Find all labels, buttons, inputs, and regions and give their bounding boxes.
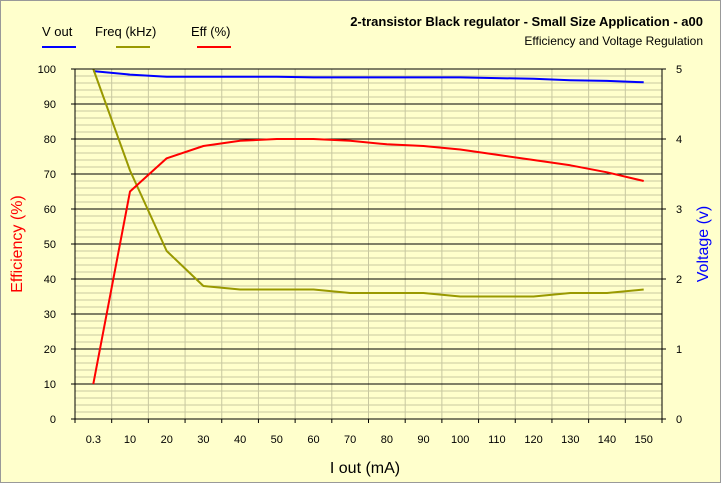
x-tick-label: 110 — [488, 434, 506, 446]
x-tick-label: 20 — [161, 434, 173, 446]
legend-label-freq: Freq (kHz) — [95, 24, 156, 39]
grid — [75, 69, 662, 419]
plot-border — [74, 68, 663, 420]
legend: V out Freq (kHz) Eff (%) — [42, 24, 231, 48]
y-left-tick-label: 20 — [44, 344, 56, 356]
x-tick-label: 150 — [634, 434, 652, 446]
legend-label-vout: V out — [42, 24, 73, 39]
x-tick-label: 80 — [381, 434, 393, 446]
series-line-v — [93, 70, 644, 84]
y-right-tick-label: 3 — [676, 204, 682, 216]
y-right-tick-label: 1 — [676, 344, 682, 356]
y-left-tick-label: 40 — [44, 274, 56, 286]
y-left-tick-label: 10 — [44, 379, 56, 391]
x-tick-label: 120 — [524, 434, 542, 446]
y-left-tick-label: 60 — [44, 204, 56, 216]
x-tick-label: 140 — [598, 434, 616, 446]
x-axis-title: I out (mA) — [330, 460, 400, 477]
x-tick-label: 100 — [451, 434, 469, 446]
y-left-tick-label: 100 — [38, 64, 56, 76]
y-left-tick-label: 50 — [44, 239, 56, 251]
y-left-tick-label: 30 — [44, 309, 56, 321]
x-tick-label: 70 — [344, 434, 356, 446]
x-tick-label: 130 — [561, 434, 579, 446]
y-right-tick-label: 2 — [676, 274, 682, 286]
y-right-tick-label: 0 — [676, 414, 682, 426]
x-tick-label: 30 — [197, 434, 209, 446]
y-left-tick-label: 90 — [44, 99, 56, 111]
y-right-tick-label: 5 — [676, 64, 682, 76]
y-axis-left-title: Efficiency (%) — [9, 195, 26, 293]
x-tick-label: 50 — [271, 434, 283, 446]
x-tick-label: 0.3 — [86, 434, 101, 446]
y-left-tick-label: 70 — [44, 169, 56, 181]
series-layer — [92, 68, 644, 385]
y-left-tick-label: 80 — [44, 134, 56, 146]
x-tick-label: 40 — [234, 434, 246, 446]
chart-title: 2-transistor Black regulator - Small Siz… — [350, 14, 703, 29]
series-line-eff — [92, 138, 644, 385]
x-tick-label: 90 — [417, 434, 429, 446]
x-tick-label: 60 — [307, 434, 319, 446]
y-axis-right-title: Voltage (v) — [695, 206, 712, 282]
axis-ticks: 0 10 20 30 40 50 60 70 80 90 100 0 1 2 3 4 5 0.3 10 20 30 40 5… — [38, 64, 682, 446]
y-right-tick-label: 4 — [676, 134, 682, 146]
series-line-freq — [92, 68, 644, 298]
x-tick-label: 10 — [124, 434, 136, 446]
legend-label-eff: Eff (%) — [191, 24, 231, 39]
chart-subtitle: Efficiency and Voltage Regulation — [524, 34, 703, 48]
y-left-tick-label: 0 — [50, 414, 56, 426]
